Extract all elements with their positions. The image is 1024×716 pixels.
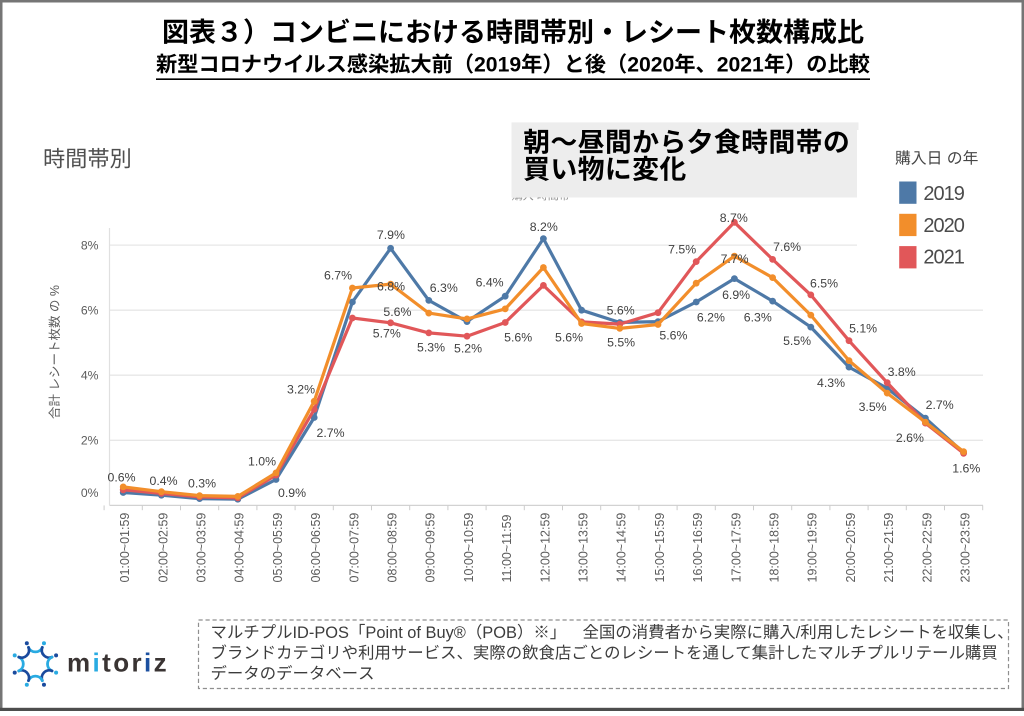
svg-text:23:00~23:59: 23:00~23:59	[959, 513, 973, 583]
svg-text:6.7%: 6.7%	[324, 268, 352, 282]
svg-text:6.3%: 6.3%	[744, 311, 772, 325]
svg-text:5.5%: 5.5%	[607, 335, 635, 349]
svg-text:2019: 2019	[923, 183, 964, 205]
svg-text:07:00~07:59: 07:00~07:59	[347, 513, 361, 583]
svg-text:8%: 8%	[81, 239, 99, 253]
svg-text:6.8%: 6.8%	[377, 279, 405, 293]
svg-text:3.2%: 3.2%	[287, 382, 315, 396]
svg-text:2.7%: 2.7%	[316, 426, 344, 440]
svg-text:0.6%: 0.6%	[107, 470, 135, 484]
svg-text:5.6%: 5.6%	[383, 305, 411, 319]
svg-text:4%: 4%	[81, 369, 99, 383]
svg-text:POB: POB	[482, 624, 517, 642]
svg-text:8.2%: 8.2%	[530, 220, 558, 234]
svg-text:04:00~04:59: 04:00~04:59	[233, 513, 247, 583]
svg-text:5.6%: 5.6%	[607, 304, 635, 318]
svg-text:21:00~21:59: 21:00~21:59	[882, 513, 896, 583]
svg-text:/: /	[796, 624, 801, 642]
svg-text:08:00~08:59: 08:00~08:59	[386, 513, 400, 583]
svg-text:2.7%: 2.7%	[926, 398, 954, 412]
svg-text:0%: 0%	[81, 486, 99, 500]
svg-text:01:00~01:59: 01:00~01:59	[118, 513, 132, 583]
svg-text:09:00~09:59: 09:00~09:59	[424, 513, 438, 583]
svg-text:8.7%: 8.7%	[720, 211, 748, 225]
svg-text:%: %	[48, 285, 62, 300]
svg-text:1.6%: 1.6%	[952, 462, 980, 476]
svg-text:11:00~11:59: 11:00~11:59	[500, 514, 514, 582]
svg-text:7.6%: 7.6%	[773, 240, 801, 254]
svg-text:3.5%: 3.5%	[859, 400, 887, 414]
svg-text:Point of Buy®: Point of Buy®	[365, 624, 465, 642]
svg-text:6%: 6%	[81, 304, 99, 318]
svg-text:02:00~02:59: 02:00~02:59	[156, 513, 170, 583]
svg-text:5.6%: 5.6%	[659, 329, 687, 343]
svg-text:0.4%: 0.4%	[149, 474, 177, 488]
svg-text:2%: 2%	[81, 434, 99, 448]
svg-text:5.3%: 5.3%	[417, 341, 445, 355]
svg-text:6.4%: 6.4%	[476, 275, 504, 289]
svg-text:2019: 2019	[474, 54, 521, 77]
svg-text:4.3%: 4.3%	[817, 376, 845, 390]
svg-text:5.7%: 5.7%	[373, 327, 401, 341]
svg-text:14:00~14:59: 14:00~14:59	[615, 513, 629, 583]
svg-text:2.6%: 2.6%	[896, 431, 924, 445]
svg-text:5.6%: 5.6%	[504, 331, 532, 345]
svg-text:5.5%: 5.5%	[783, 334, 811, 348]
svg-text:22:00~22:59: 22:00~22:59	[920, 513, 934, 583]
svg-text:17:00~17:59: 17:00~17:59	[729, 513, 743, 583]
svg-text:7.9%: 7.9%	[377, 228, 405, 242]
svg-text:2020: 2020	[627, 54, 674, 77]
svg-text:12:00~12:59: 12:00~12:59	[538, 513, 552, 583]
svg-text:18:00~18:59: 18:00~18:59	[768, 513, 782, 583]
svg-text:2021: 2021	[717, 54, 764, 77]
svg-text:19:00~19:59: 19:00~19:59	[806, 513, 820, 583]
svg-text:2020: 2020	[923, 215, 964, 237]
svg-text:0.3%: 0.3%	[188, 476, 216, 490]
svg-text:mitoriz: mitoriz	[67, 648, 169, 678]
svg-text:10:00~10:59: 10:00~10:59	[462, 513, 476, 583]
svg-text:03:00~03:59: 03:00~03:59	[195, 513, 209, 583]
svg-text:13:00~13:59: 13:00~13:59	[577, 513, 591, 583]
svg-text:5.2%: 5.2%	[454, 342, 482, 356]
svg-text:20:00~20:59: 20:00~20:59	[844, 513, 858, 583]
svg-text:1.0%: 1.0%	[248, 454, 276, 468]
svg-text:6.2%: 6.2%	[697, 311, 725, 325]
svg-text:7.7%: 7.7%	[721, 252, 749, 266]
svg-text:ID-POS: ID-POS	[293, 624, 350, 642]
svg-text:16:00~16:59: 16:00~16:59	[691, 513, 705, 583]
svg-text:7.5%: 7.5%	[668, 243, 696, 257]
svg-text:6.5%: 6.5%	[810, 277, 838, 291]
svg-text:3.8%: 3.8%	[888, 365, 916, 379]
svg-text:0.9%: 0.9%	[278, 486, 306, 500]
svg-text:5.1%: 5.1%	[849, 322, 877, 336]
svg-text:15:00~15:59: 15:00~15:59	[653, 513, 667, 583]
svg-text:06:00~06:59: 06:00~06:59	[309, 513, 323, 583]
svg-text:6.9%: 6.9%	[722, 288, 750, 302]
svg-text:5.6%: 5.6%	[555, 331, 583, 345]
svg-text:05:00~05:59: 05:00~05:59	[271, 513, 285, 583]
svg-text:6.3%: 6.3%	[430, 281, 458, 295]
svg-text:2021: 2021	[923, 247, 964, 269]
